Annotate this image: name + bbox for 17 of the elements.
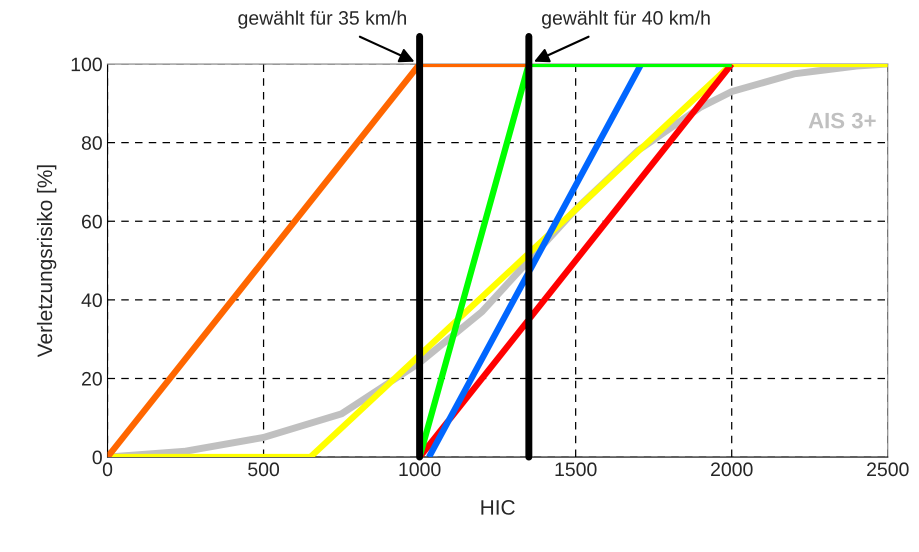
x-tick-label: 500 (248, 462, 280, 476)
x-tick-label: 0 (102, 462, 112, 476)
x-tick-label: 2000 (711, 462, 753, 476)
y-tick-label: 20 (82, 372, 102, 386)
ref-line-label: gewählt für 40 km/h (542, 10, 710, 29)
y-tick-label: 0 (92, 450, 102, 464)
y-axis-title: Verletzungsrisiko [%] (36, 165, 56, 358)
ref-line-label: gewählt für 35 km/h (238, 10, 406, 29)
x-axis-title: HIC (481, 500, 515, 515)
y-tick-label: 60 (82, 214, 102, 228)
y-tick-label: 40 (81, 293, 102, 308)
x-tick-label: 1000 (399, 462, 440, 476)
x-tick-label: 2500 (867, 462, 909, 476)
x-tick-label: 1500 (556, 462, 597, 476)
series-label: AIS 3+ (808, 112, 876, 128)
y-tick-label: 80 (82, 136, 102, 150)
y-tick-label: 100 (72, 58, 102, 72)
